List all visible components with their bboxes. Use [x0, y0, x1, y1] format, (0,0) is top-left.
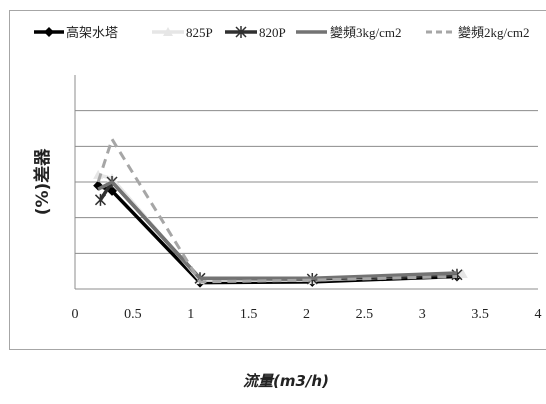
- legend-item: 820P: [225, 25, 286, 40]
- legend-item: 變頻3kg/cm2: [296, 25, 402, 40]
- x-tick-labels: 0 0.5 1 1.5 2 2.5 3 3.5 4: [72, 307, 542, 322]
- x-axis-label: 流量(m3/h): [243, 372, 329, 390]
- series-line: [97, 180, 458, 281]
- legend-item: 高架水塔: [34, 25, 118, 40]
- x-tick-label: 0.5: [124, 307, 142, 322]
- x-tick-label: 3: [419, 307, 426, 322]
- series-變頻2kg/cm2: [96, 137, 458, 284]
- x-tick-label: 0: [72, 307, 79, 322]
- x-tick-label: 2: [303, 307, 310, 322]
- data-point: [94, 193, 106, 206]
- x-tick-label: 1.5: [240, 307, 258, 322]
- x-tick-label: 2.5: [356, 307, 374, 322]
- legend-label: 變頻3kg/cm2: [330, 25, 402, 40]
- gridlines: [75, 110, 538, 254]
- x-tick-label: 1: [187, 307, 194, 322]
- legend-label: 825P: [186, 25, 213, 40]
- legend-item: 變頻2kg/cm2: [426, 25, 530, 40]
- legend-label: 820P: [259, 25, 286, 40]
- series-line: [96, 137, 458, 284]
- x-tick-label: 4: [535, 307, 542, 322]
- data-point: [44, 27, 54, 37]
- legend-label: 變頻2kg/cm2: [458, 25, 530, 40]
- data-point: [235, 26, 247, 38]
- data-point: [457, 269, 468, 279]
- series-line: [98, 180, 458, 281]
- series-group: [93, 137, 468, 288]
- y-axis-label: (%)差器: [32, 148, 53, 216]
- data-point: [163, 27, 173, 36]
- legend-label: 高架水塔: [66, 25, 118, 40]
- series-825P: [93, 169, 468, 285]
- series-變頻3kg/cm2: [97, 180, 458, 281]
- legend-item: 825P: [152, 25, 213, 40]
- legend: 高架水塔 825P 820P 變頻3kg/cm2 變頻2kg/cm2: [34, 25, 530, 40]
- series-line: [97, 183, 458, 285]
- x-tick-label: 3.5: [471, 307, 489, 322]
